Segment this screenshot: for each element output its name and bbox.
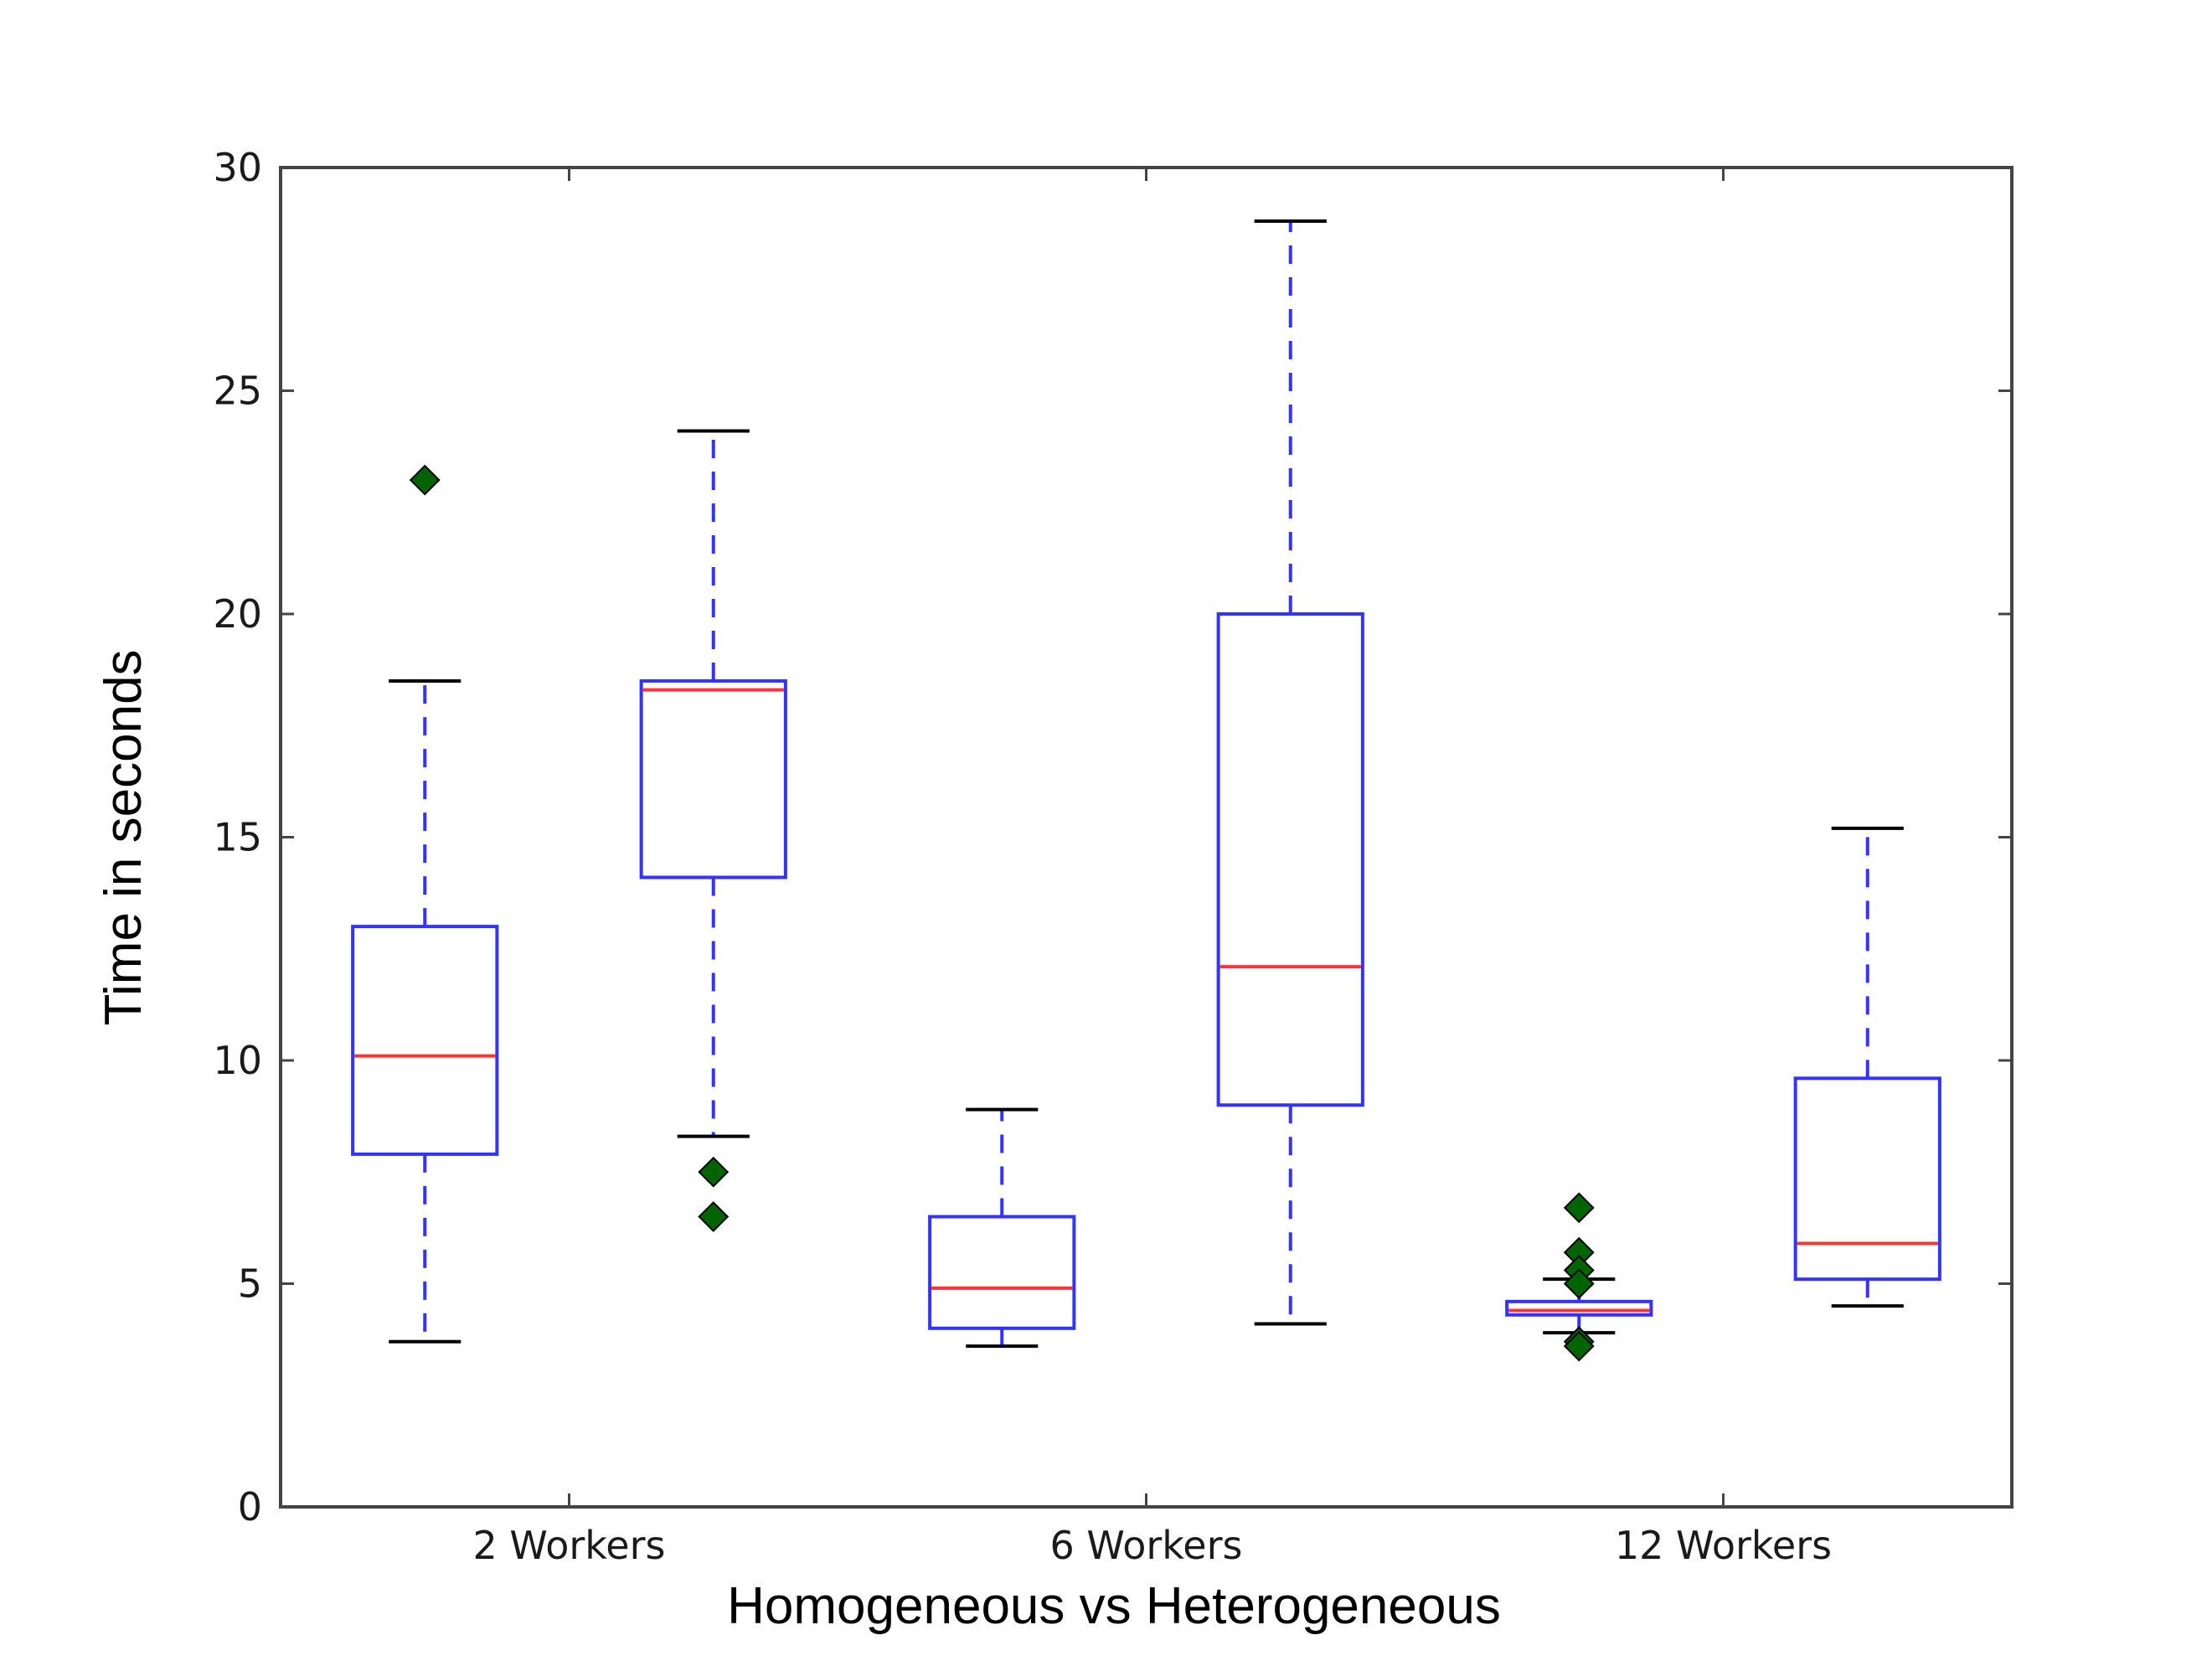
boxes-layer	[351, 219, 1941, 1362]
box-iqr	[351, 925, 499, 1156]
box-4	[1216, 219, 1364, 1326]
box-iqr	[1793, 1076, 1941, 1282]
box-5	[1505, 1192, 1653, 1362]
box-iqr	[639, 678, 787, 880]
box-iqr	[1216, 612, 1364, 1107]
y-tick-label: 10	[213, 1038, 262, 1083]
y-tick-label: 15	[213, 815, 262, 860]
outlier-point	[1563, 1330, 1595, 1362]
y-axis-ticks: 0 5 10 15 20 25 30	[213, 145, 2012, 1529]
outlier-point	[1563, 1268, 1595, 1299]
box-3	[928, 1107, 1076, 1349]
outlier-point	[409, 464, 441, 496]
outlier-point	[698, 1156, 730, 1188]
y-tick-label: 30	[213, 145, 262, 190]
outlier-point	[1563, 1192, 1595, 1224]
outlier-point	[698, 1201, 730, 1232]
box-iqr	[928, 1215, 1076, 1330]
x-axis-ticks: 2 Workers 6 Workers 12 Workers	[473, 168, 1832, 1568]
x-axis-label: Homogeneous vs Heterogeneous	[727, 1577, 1501, 1635]
x-tick-label: 6 Workers	[1050, 1523, 1243, 1568]
y-axis-label: Time in seconds	[95, 649, 152, 1025]
box-iqr	[1505, 1299, 1653, 1317]
y-tick-label: 0	[238, 1484, 262, 1529]
y-tick-label: 25	[213, 369, 262, 414]
box-1	[351, 464, 499, 1344]
y-tick-label: 5	[238, 1261, 262, 1307]
box-6	[1793, 826, 1941, 1308]
x-tick-label: 2 Workers	[473, 1523, 666, 1568]
box-2	[639, 429, 787, 1232]
y-tick-label: 20	[213, 591, 262, 637]
x-tick-label: 12 Workers	[1615, 1523, 1832, 1568]
